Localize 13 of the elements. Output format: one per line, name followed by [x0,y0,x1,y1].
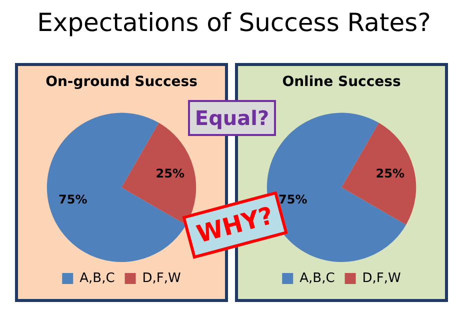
legend-label: D,F,W [142,270,182,286]
text: WHY? [194,201,276,249]
text: Equal? [188,100,276,136]
legend-label: A,B,C [80,270,115,286]
data-label: 25% [156,166,185,180]
legend-label: D,F,W [362,270,402,286]
data-label: 75% [278,192,308,207]
text: Expectations of Success Rates? [36,8,432,37]
legend-label: A,B,C [300,270,335,286]
chart-title: Online Success [282,74,401,90]
data-label: 75% [58,192,88,207]
chart-title: On-ground Success [46,74,198,90]
data-label: 25% [376,166,405,180]
